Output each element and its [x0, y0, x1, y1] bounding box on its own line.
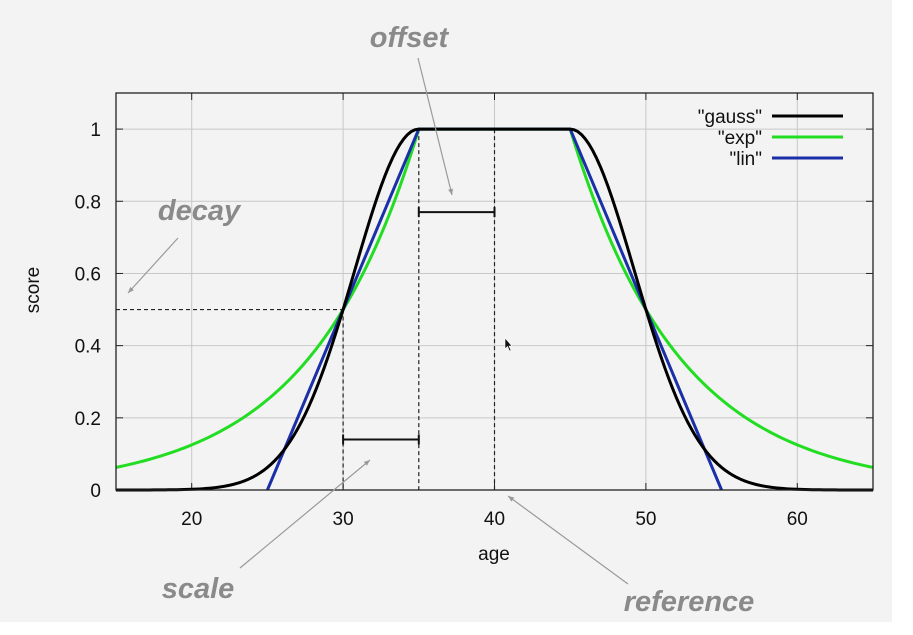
- series-lines: [115, 127, 874, 492]
- x-tick-label: 50: [635, 509, 656, 530]
- annotation-arrowhead: [448, 188, 453, 195]
- y-tick-label: 0.4: [75, 337, 102, 358]
- plot-border: [115, 92, 874, 491]
- x-tick-label: 60: [787, 509, 808, 530]
- x-tick-label: 20: [181, 509, 202, 530]
- annotation-pointer: [507, 495, 629, 585]
- legend: "gauss""exp""lin": [698, 107, 843, 170]
- y-tick-label: 0.2: [75, 409, 101, 430]
- y-tick-label: 0.6: [75, 264, 101, 285]
- annotation-scale: scale: [162, 573, 235, 605]
- page-margin-bottom: [0, 622, 913, 635]
- plot-frame: [115, 92, 874, 491]
- x-tick-label: 30: [333, 509, 354, 530]
- annotation-pointer: [127, 237, 179, 294]
- guide-lines: [116, 129, 496, 490]
- annotation-pointer: [239, 459, 371, 569]
- x-tick-label: 40: [484, 509, 505, 530]
- annotation-offset: offset: [370, 22, 450, 54]
- y-tick-label: 0.8: [75, 192, 101, 213]
- legend-label: "lin": [730, 149, 763, 170]
- annotation-arrowhead: [128, 286, 134, 293]
- annotation-arrowhead: [508, 496, 515, 502]
- annotation-arrowhead: [363, 460, 370, 466]
- annotation-reference: reference: [624, 586, 755, 618]
- legend-label: "exp": [718, 128, 762, 149]
- annotation-pointer: [417, 57, 453, 196]
- annotation-decay: decay: [158, 195, 242, 227]
- series-line-gauss: [116, 127, 873, 492]
- y-axis-title: score: [23, 267, 44, 313]
- tick-labels: 20 30 40 50 60 0 0.2 0.4 0.6 0.8 1: [75, 120, 808, 530]
- y-tick-label: 0: [90, 481, 101, 502]
- mouse-cursor-icon: [504, 337, 513, 352]
- legend-label: "gauss": [698, 107, 762, 128]
- y-tick-label: 1: [90, 120, 101, 141]
- x-axis-title: age: [478, 544, 510, 565]
- page-margin-right: [892, 0, 913, 635]
- annotations: offset decay scale reference: [127, 22, 755, 618]
